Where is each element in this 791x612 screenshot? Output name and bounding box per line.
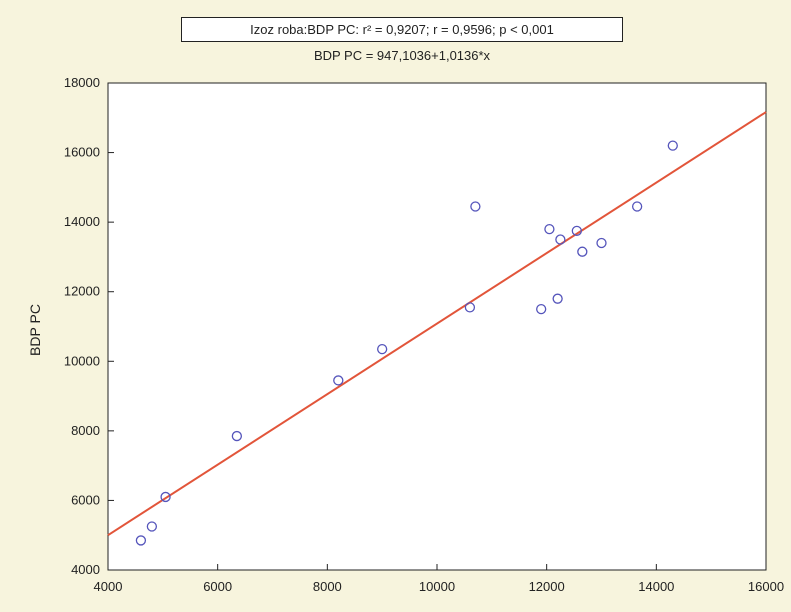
y-tick-label: 16000 <box>64 145 100 160</box>
y-tick-label: 10000 <box>64 353 100 368</box>
y-axis: 4000 6000 8000 10000 12000 14000 16000 18000 <box>64 75 114 577</box>
y-axis-label: BDP PC <box>27 304 43 356</box>
data-point <box>577 246 588 257</box>
data-point <box>146 521 158 532</box>
data-point <box>631 201 643 212</box>
x-tick-label: 4000 <box>94 579 123 594</box>
regression-line <box>107 111 767 537</box>
data-points <box>135 140 678 546</box>
data-point <box>231 430 243 442</box>
data-point <box>470 201 481 212</box>
y-tick-label: 14000 <box>64 214 100 229</box>
y-tick-label: 8000 <box>71 423 100 438</box>
x-tick-label: 8000 <box>313 579 342 594</box>
regression-equation: BDP PC = 947,1036+1,0136*x <box>313 48 491 63</box>
y-tick-label: 18000 <box>64 75 100 90</box>
data-point <box>536 303 547 315</box>
data-point <box>464 302 476 313</box>
data-point <box>571 225 582 236</box>
data-point <box>333 375 344 386</box>
x-tick-label: 16000 <box>748 579 784 594</box>
data-point <box>555 234 566 245</box>
data-point <box>596 237 607 249</box>
data-point <box>544 223 555 235</box>
y-tick-label: 12000 <box>64 284 100 299</box>
data-point <box>552 293 563 304</box>
chart-title: Izoz roba:BDP PC: r² = 0,9207; r = 0,959… <box>181 17 623 42</box>
x-tick-label: 10000 <box>419 579 455 594</box>
y-tick-label: 4000 <box>71 562 100 577</box>
data-point <box>667 140 678 151</box>
x-tick-label: 6000 <box>203 579 232 594</box>
x-tick-label: 12000 <box>529 579 565 594</box>
data-point <box>160 491 171 503</box>
y-tick-label: 6000 <box>71 492 100 507</box>
data-point <box>377 343 388 355</box>
data-point <box>135 535 147 546</box>
x-tick-label: 14000 <box>638 579 674 594</box>
x-axis: 4000 6000 8000 10000 12000 14000 16000 <box>94 564 784 594</box>
plot-area <box>107 82 767 571</box>
